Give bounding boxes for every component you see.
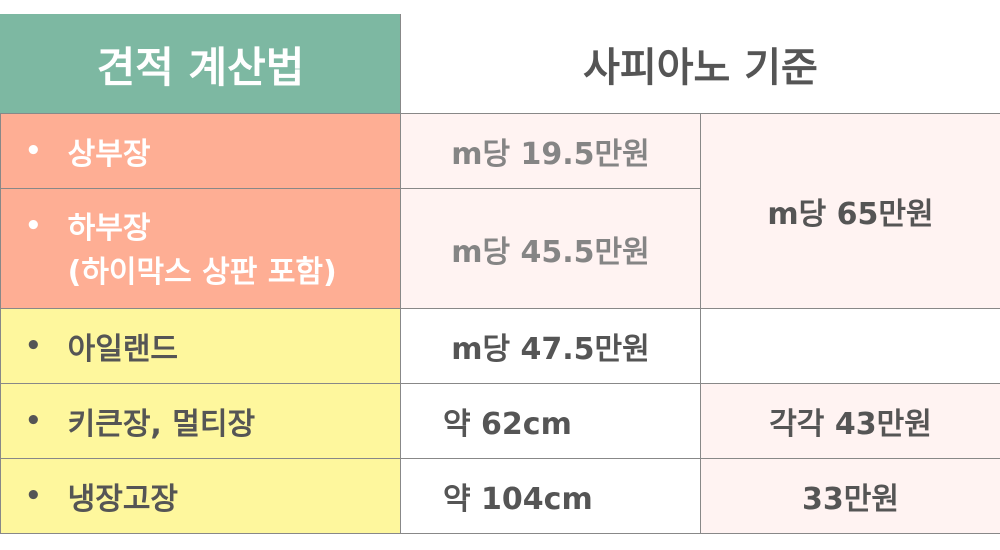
row-label-text: 상부장	[67, 137, 151, 172]
price-text: 33만원	[802, 482, 899, 517]
row-price: 각각 43만원	[700, 383, 1000, 459]
row-label-upper-cabinet: • 상부장	[0, 113, 401, 189]
row-value: m당 19.5만원	[400, 113, 701, 189]
row-label-island: • 아일랜드	[0, 308, 401, 384]
bullet-icon: •	[25, 481, 42, 511]
row-value: m당 47.5만원	[400, 308, 701, 384]
bullet-icon: •	[25, 211, 42, 241]
row-value: 약 104cm	[400, 458, 701, 534]
value-text: m당 19.5만원	[451, 137, 650, 172]
value-text: 약 104cm	[443, 482, 593, 517]
header-title-left: 견적 계산법	[96, 42, 305, 92]
header-left: 견적 계산법	[0, 14, 401, 114]
row-label-text: 하부장	[67, 211, 151, 246]
row-label-text: 아일랜드	[67, 332, 179, 367]
value-text: m당 47.5만원	[451, 332, 650, 367]
row-label-fridge-cabinet: • 냉장고장	[0, 458, 401, 534]
row-price: 33만원	[700, 458, 1000, 534]
value-text: m당 45.5만원	[451, 234, 650, 270]
value-text: 약 62cm	[443, 407, 572, 442]
merged-price-cell: m당 65만원	[700, 113, 1000, 309]
price-text: 각각 43만원	[769, 407, 932, 442]
row-label-text: 키큰장, 멀티장	[67, 407, 256, 442]
bullet-icon: •	[25, 136, 42, 166]
empty-price-cell	[700, 308, 1000, 384]
header-title-right: 사피아노 기준	[583, 44, 818, 91]
row-label-tall-cabinet: • 키큰장, 멀티장	[0, 383, 401, 459]
bullet-icon: •	[25, 331, 42, 361]
header-right: 사피아노 기준	[400, 14, 1000, 114]
bullet-icon: •	[25, 406, 42, 436]
row-sublabel-text: (하이막스 상판 포함)	[67, 255, 337, 290]
row-label-text: 냉장고장	[67, 482, 179, 517]
row-value: 약 62cm	[400, 383, 701, 459]
row-label-lower-cabinet: • 하부장 (하이막스 상판 포함)	[0, 188, 401, 309]
merged-price-text: m당 65만원	[767, 197, 934, 232]
row-value: m당 45.5만원	[400, 188, 701, 309]
